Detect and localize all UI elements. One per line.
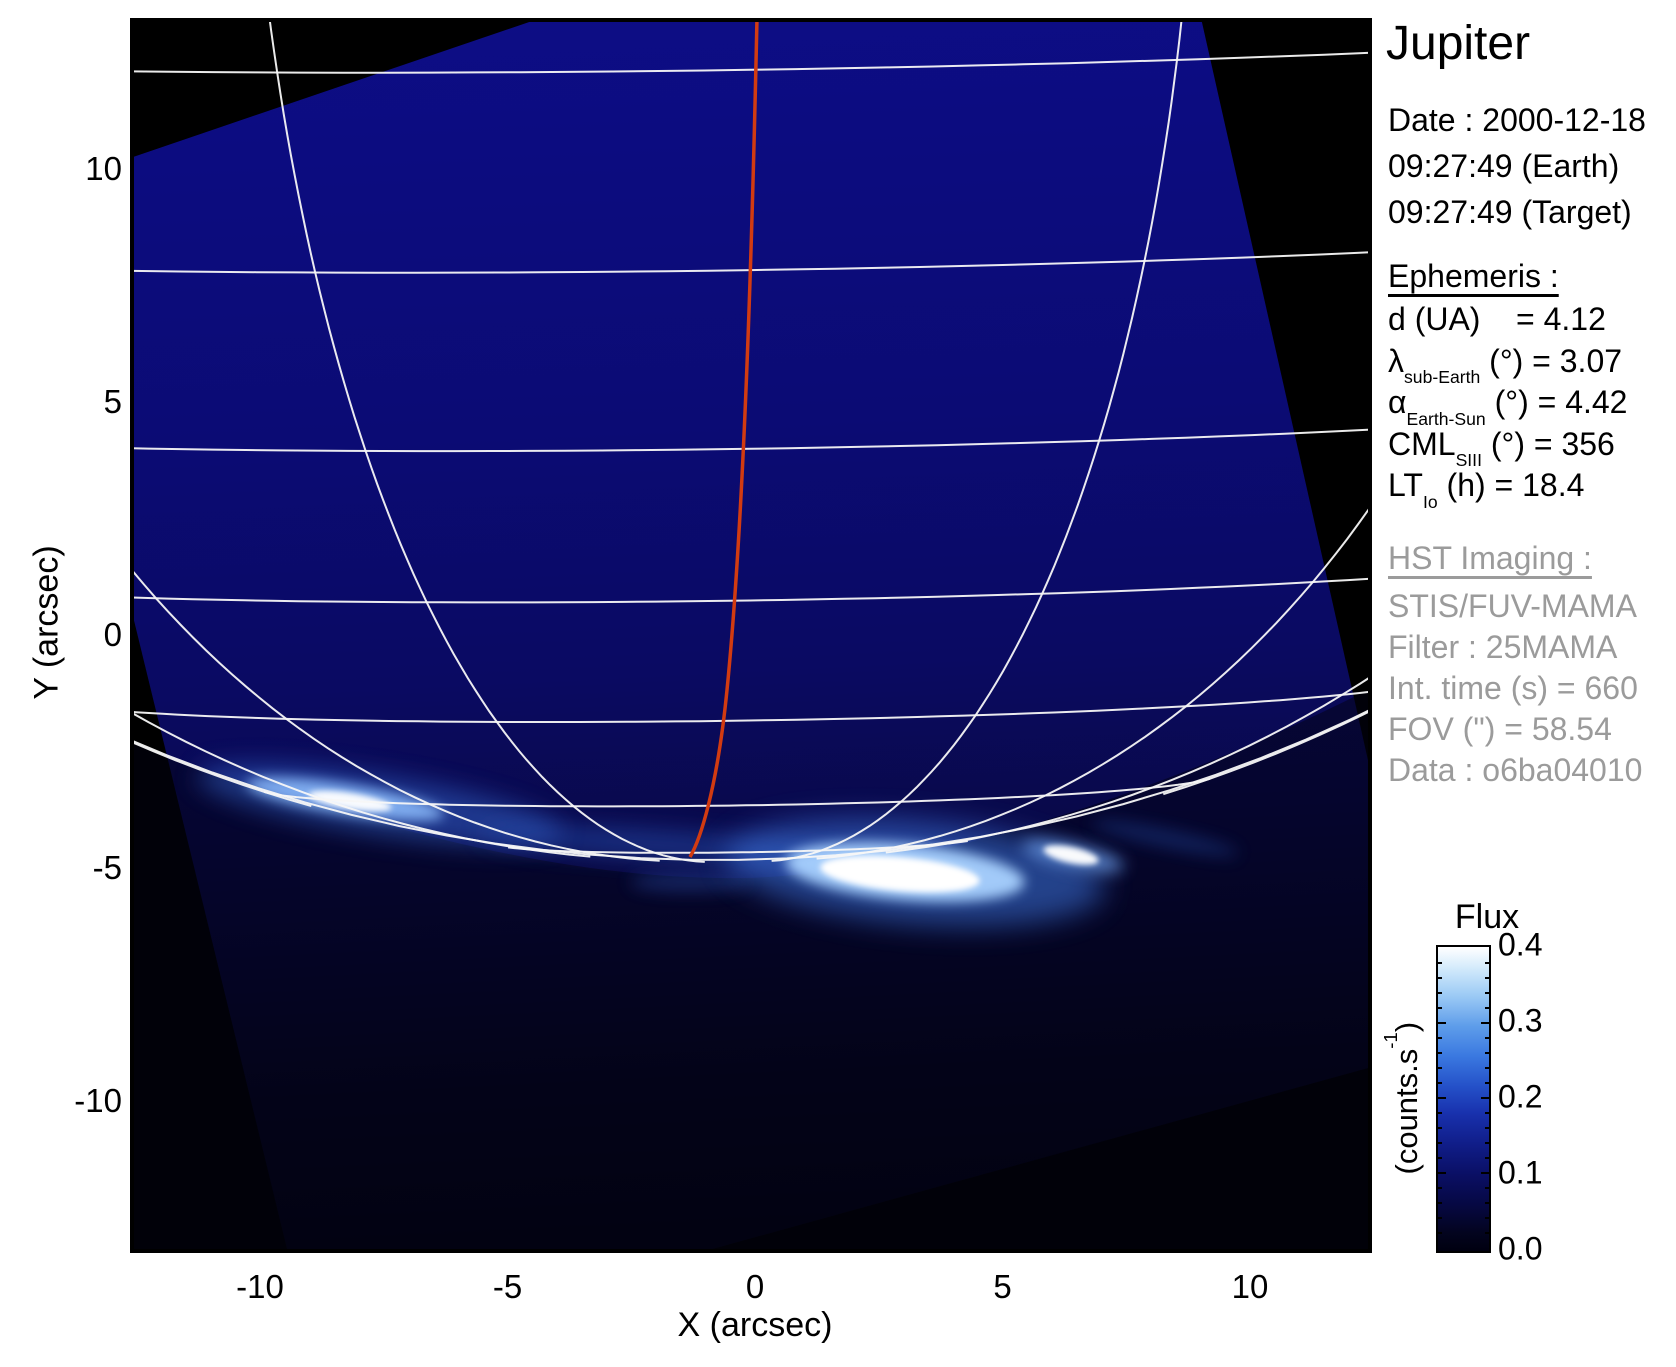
colorbar-tick-mark [1481,1097,1489,1099]
colorbar-tick-mark [1438,1112,1442,1114]
colorbar-tick-mark [1438,1037,1442,1039]
graticule-line [132,51,1370,74]
colorbar-tick-mark [1485,1202,1489,1204]
y-tick-label: -5 [92,849,122,886]
x-axis-title: X (arcsec) [677,1306,833,1344]
colorbar-tick-label: 0.3 [1498,1002,1543,1039]
graticule-line [132,568,660,862]
x-tick-label: 0 [745,1268,765,1305]
colorbar-tick-mark [1438,1052,1442,1054]
colorbar-title: Flux [1454,898,1520,936]
graticule-line [885,676,1370,854]
colorbar-tick-mark [1438,1187,1442,1189]
hst-imaging-line: FOV (") = 58.54 [1388,711,1612,747]
ephemeris-row: CMLSIII (°) = 356 [1388,425,1615,471]
colorbar-tick-mark [1438,1217,1442,1219]
colorbar-tick-mark [1485,1142,1489,1144]
colorbar-tick-label: 0.4 [1498,926,1543,963]
colorbar-tick-mark [1438,1157,1442,1159]
ephemeris-row: LTIo (h) = 18.4 [1388,467,1585,512]
colorbar-tick-mark [1438,1172,1446,1174]
plot-frame [130,18,1372,1253]
ephemeris-row: λsub-Earth (°) = 3.07 [1388,342,1623,388]
y-tick-label: 5 [103,383,122,420]
x-tick-label: -10 [236,1268,284,1305]
colorbar-tick-label: 0.1 [1498,1154,1543,1191]
hst-imaging-line: Data : o6ba04010 [1388,752,1643,788]
colorbar-tick-mark [1438,1127,1442,1129]
planet-graticule [132,20,1370,863]
aurora-emission [197,763,1239,927]
red-meridian-line [688,20,759,858]
colorbar-tick-mark [1485,1187,1489,1189]
ephemeris-heading: Ephemeris : [1388,258,1559,294]
colorbar-tick-mark [1485,992,1489,994]
colorbar-tick-mark [1485,1112,1489,1114]
colorbar-tick-mark [1485,1007,1489,1009]
colorbar-tick-label: 0.2 [1498,1078,1543,1115]
y-axis-title: Y (arcsec) [27,545,66,700]
obs-time-earth: 09:27:49 (Earth) [1388,148,1620,184]
hst-imaging-line: STIS/FUV-MAMA [1388,588,1637,624]
colorbar-tick-mark [1438,1142,1442,1144]
colorbar-tick-mark [1485,1157,1489,1159]
colorbar-tick-mark [1438,1007,1442,1009]
colorbar-tick-mark [1485,1127,1489,1129]
graticule-line [132,711,591,858]
colorbar-tick-mark [1485,1082,1489,1084]
x-tick-label: 10 [1231,1268,1269,1305]
colorbar-tick-mark [1485,962,1489,964]
graticule-line [268,20,705,863]
colorbar-unit-label: (counts.s-1) [1379,1021,1425,1175]
colorbar-tick-mark [1438,1022,1446,1024]
ephemeris-row: d (UA) = 4.12 [1388,301,1606,337]
colorbar-tick-mark [1438,1097,1446,1099]
obs-time-target: 09:27:49 (Target) [1388,194,1632,230]
colorbar-tick-mark [1438,1232,1442,1234]
graticule-line [771,20,1183,862]
colorbar-tick-mark [1438,977,1442,979]
colorbar-tick-mark [1438,1067,1442,1069]
ephemeris-row: αEarth-Sun (°) = 4.42 [1388,384,1628,429]
y-tick-label: 10 [85,150,122,187]
colorbar-tick-mark [1438,1082,1442,1084]
colorbar-tick-mark [1485,1232,1489,1234]
obs-date: Date : 2000-12-18 [1388,102,1646,138]
colorbar-tick-mark [1438,962,1442,964]
y-tick-label: 0 [103,616,122,653]
x-tick-label: -5 [492,1268,523,1305]
graticule-line [816,505,1370,860]
colorbar-tick-label: 0.0 [1498,1230,1543,1267]
graticule-line [132,690,1370,723]
colorbar-tick-mark [1438,992,1442,994]
graticule-line [263,777,1211,808]
colorbar [1436,945,1491,1253]
sky-image-panel [130,18,1372,1253]
colorbar-tick-mark [1485,1217,1489,1219]
page-title: Jupiter [1386,17,1531,70]
x-tick-label: 5 [993,1268,1012,1305]
graticule-line [132,251,1370,274]
colorbar-tick-mark [1485,977,1489,979]
colorbar-tick-mark [1438,1202,1442,1204]
colorbar-tick-mark [1485,1052,1489,1054]
colorbar-tick-mark [1485,1037,1489,1039]
colorbar-tick-mark [1485,1067,1489,1069]
hst-imaging-heading: HST Imaging : [1388,540,1592,576]
sub-limb-dark-region [132,688,1370,1251]
hst-imaging-line: Filter : 25MAMA [1388,629,1618,665]
colorbar-tick-mark [1481,1172,1489,1174]
hst-imaging-line: Int. time (s) = 660 [1388,670,1638,706]
colorbar-tick-mark [1481,1022,1489,1024]
graticule-line [132,428,1370,453]
y-tick-label: -10 [74,1082,122,1119]
